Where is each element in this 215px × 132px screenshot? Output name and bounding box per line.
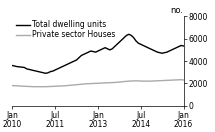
Total dwelling units bbox=[99, 49, 102, 51]
Private sector Houses bbox=[32, 86, 35, 88]
Private sector Houses bbox=[156, 80, 159, 82]
Legend: Total dwelling units, Private sector Houses: Total dwelling units, Private sector Hou… bbox=[16, 20, 116, 39]
Total dwelling units bbox=[44, 72, 47, 74]
Total dwelling units bbox=[127, 34, 130, 35]
Line: Total dwelling units: Total dwelling units bbox=[12, 34, 184, 73]
Total dwelling units bbox=[182, 45, 185, 47]
Private sector Houses bbox=[99, 82, 102, 84]
Private sector Houses bbox=[52, 86, 54, 87]
Total dwelling units bbox=[163, 52, 166, 53]
Total dwelling units bbox=[71, 61, 73, 63]
Private sector Houses bbox=[168, 79, 170, 81]
Private sector Houses bbox=[11, 85, 14, 86]
Private sector Houses bbox=[71, 84, 73, 86]
Line: Private sector Houses: Private sector Houses bbox=[12, 80, 184, 87]
Text: no.: no. bbox=[170, 6, 184, 15]
Total dwelling units bbox=[11, 65, 14, 66]
Private sector Houses bbox=[161, 80, 163, 81]
Private sector Houses bbox=[182, 79, 185, 81]
Total dwelling units bbox=[170, 49, 173, 51]
Total dwelling units bbox=[158, 52, 161, 53]
Total dwelling units bbox=[52, 70, 54, 72]
Private sector Houses bbox=[180, 79, 183, 81]
